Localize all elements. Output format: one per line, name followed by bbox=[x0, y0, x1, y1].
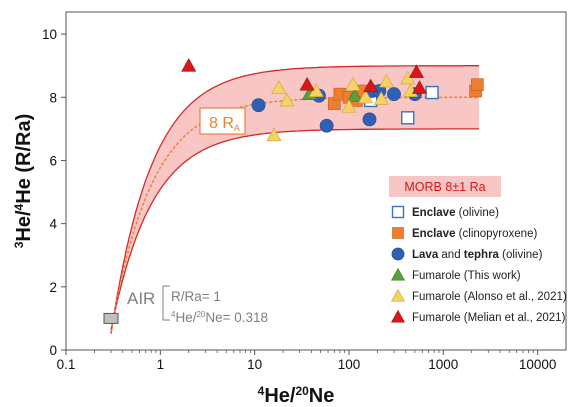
data-point bbox=[362, 112, 377, 127]
data-point bbox=[373, 91, 389, 105]
data-point bbox=[181, 58, 197, 72]
y-axis-title: 3He/4He (R/Ra) bbox=[12, 114, 35, 249]
air-ratio-line: R/Ra= 1 bbox=[171, 289, 221, 304]
legend-label: Enclave (clinopyroxene) bbox=[412, 228, 537, 240]
data-point bbox=[279, 92, 295, 107]
x-axis-title-sup2: 20 bbox=[295, 384, 309, 398]
y-axis-title-sup1: 3 bbox=[12, 241, 26, 248]
y-tick-label: 2 bbox=[49, 280, 57, 295]
data-point bbox=[425, 85, 439, 100]
center-line-label-sub: A bbox=[234, 123, 240, 133]
y-tick-label: 4 bbox=[49, 217, 57, 232]
legend-label-part: tephra bbox=[464, 249, 500, 261]
data-point bbox=[408, 64, 425, 78]
legend-marker bbox=[390, 288, 406, 302]
legend-marker bbox=[390, 309, 406, 323]
center-line-label-box bbox=[199, 107, 246, 135]
morb-band-upper-line bbox=[110, 65, 480, 334]
x-tick-label: 10000 bbox=[519, 357, 557, 372]
data-point bbox=[251, 98, 266, 113]
legend-marker bbox=[391, 205, 405, 219]
air-he-ne-mid: He/ bbox=[175, 310, 196, 325]
data-point bbox=[363, 78, 379, 93]
data-point bbox=[266, 127, 282, 142]
x-tick-label: 0.1 bbox=[57, 357, 76, 372]
y-axis-ticks: 0 2 4 6 8 10 bbox=[42, 27, 66, 358]
legend-label: Fumarole (Alonso et al., 2021) bbox=[412, 291, 567, 303]
air-bracket bbox=[162, 285, 170, 321]
legend-label: Lava and tephra (olivine) bbox=[412, 249, 543, 261]
y-tick-label: 6 bbox=[49, 153, 57, 168]
legend-marker bbox=[390, 267, 406, 281]
air-he-ne-sup1: 4 bbox=[171, 310, 176, 319]
air-annotation: AIR R/Ra= 1 4He/20Ne= 0.318 bbox=[127, 285, 268, 325]
legend-label-part: Lava bbox=[412, 249, 439, 261]
morb-center-line bbox=[110, 96, 480, 332]
x-axis-title-tail: Ne bbox=[309, 385, 335, 407]
plot-frame bbox=[65, 11, 567, 351]
data-point bbox=[471, 78, 484, 91]
y-tick-label: 8 bbox=[49, 90, 57, 105]
y-tick-label: 10 bbox=[42, 27, 57, 42]
legend-label-part: (clinopyroxene) bbox=[455, 228, 537, 240]
data-point bbox=[345, 77, 361, 91]
legend-label-part: Fumarole (Melian et al., 2021) bbox=[412, 312, 566, 324]
data-point bbox=[412, 80, 428, 94]
air-point bbox=[103, 312, 119, 324]
legend: MORB 8±1 Ra Enclave (olivine)Enclave (cl… bbox=[389, 176, 567, 324]
legend-items: Enclave (olivine)Enclave (clinopyroxene)… bbox=[390, 205, 567, 324]
data-point bbox=[387, 87, 401, 102]
air-he-ne-tail: Ne= 0.318 bbox=[205, 310, 268, 325]
data-points bbox=[103, 58, 484, 324]
data-point bbox=[299, 77, 315, 91]
legend-label-part: and bbox=[438, 249, 464, 261]
data-point bbox=[341, 99, 357, 113]
data-point bbox=[401, 111, 415, 125]
x-tick-label: 10 bbox=[247, 357, 262, 372]
y-axis-title-mid: He/ bbox=[13, 210, 35, 242]
x-tick-label: 1000 bbox=[428, 357, 458, 372]
air-label: AIR bbox=[127, 289, 155, 308]
data-point bbox=[358, 89, 374, 104]
legend-label-part: Fumarole (Alonso et al., 2021) bbox=[412, 291, 567, 303]
legend-label: Fumarole (Melian et al., 2021) bbox=[412, 312, 566, 324]
x-tick-label: 1 bbox=[157, 357, 165, 372]
legend-label-part: (olivine) bbox=[499, 249, 543, 261]
legend-label-part: Fumarole (This work) bbox=[412, 270, 521, 282]
x-axis-title-base: He/ bbox=[264, 385, 296, 407]
y-tick-label: 0 bbox=[49, 343, 57, 358]
x-axis-title-sup1: 4 bbox=[258, 384, 265, 398]
y-axis-title-sup2: 4 bbox=[12, 203, 26, 210]
air-he-ne-line: 4He/20Ne= 0.318 bbox=[171, 310, 268, 325]
legend-label-part: Enclave bbox=[412, 207, 455, 219]
morb-band-lower-line bbox=[110, 128, 480, 330]
data-point bbox=[319, 118, 334, 133]
air-he-ne-sup2: 20 bbox=[196, 310, 205, 319]
data-point bbox=[271, 80, 287, 94]
data-point bbox=[347, 88, 363, 102]
morb-legend-label: MORB 8±1 Ra bbox=[404, 180, 485, 194]
morb-legend-box bbox=[389, 176, 501, 197]
y-axis-title-tail: He (R/Ra) bbox=[13, 114, 35, 204]
center-line-label-text: 8 R bbox=[209, 115, 234, 132]
x-axis-title: 4He/20Ne bbox=[258, 384, 335, 407]
center-line-label: 8 RA bbox=[209, 115, 240, 133]
data-point bbox=[378, 73, 395, 88]
legend-marker bbox=[392, 227, 404, 239]
x-tick-label: 100 bbox=[338, 357, 361, 372]
legend-label-part: (olivine) bbox=[455, 207, 499, 219]
x-axis-ticks: 0.1 1 10 100 1000 10000 bbox=[57, 350, 557, 372]
legend-label-part: Enclave bbox=[412, 228, 455, 240]
legend-marker bbox=[391, 247, 405, 261]
legend-label: Fumarole (This work) bbox=[412, 270, 521, 282]
legend-label: Enclave (olivine) bbox=[412, 207, 499, 219]
